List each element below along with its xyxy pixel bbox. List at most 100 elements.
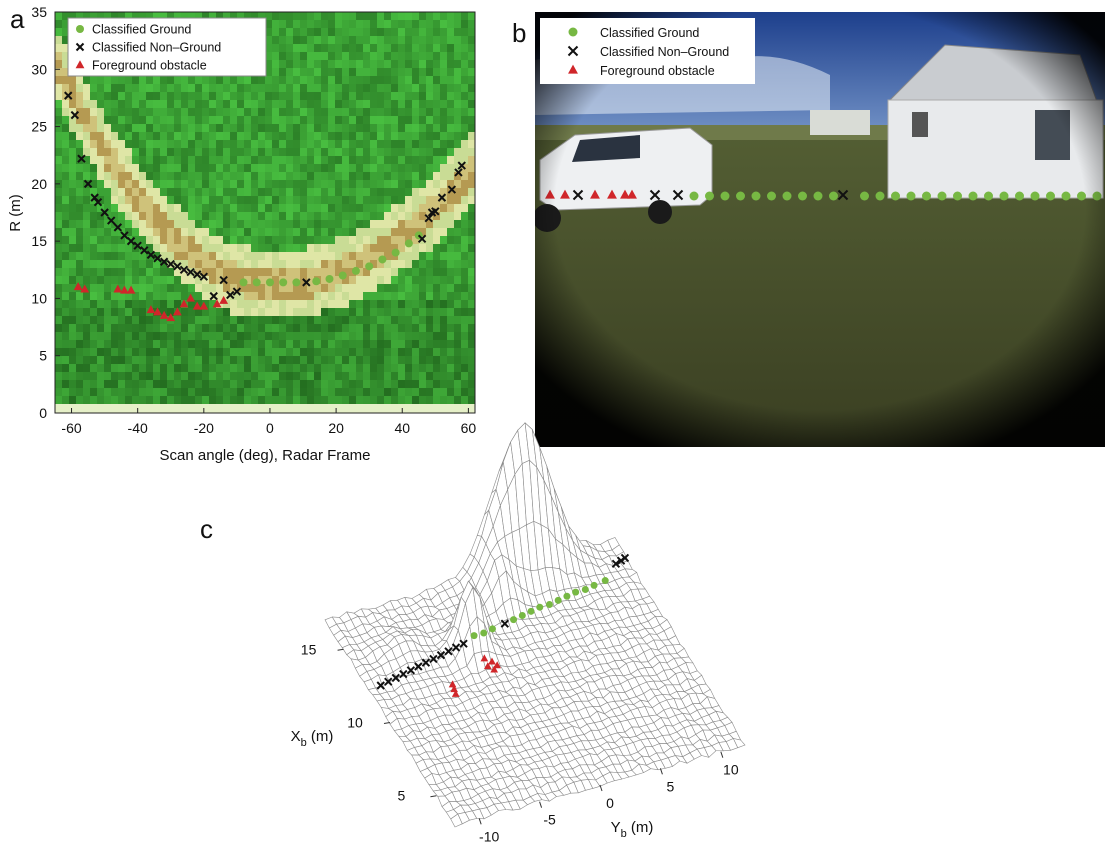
heat-cell (349, 404, 357, 413)
heat-cell (97, 116, 105, 125)
heat-cell (69, 244, 77, 253)
heat-cell (391, 340, 399, 349)
heat-cell (237, 372, 245, 381)
heat-cell (223, 308, 231, 317)
heat-cell (272, 212, 280, 221)
panel-label: c (200, 514, 213, 544)
heat-cell (440, 324, 448, 333)
heat-cell (398, 380, 406, 389)
heat-cell (111, 196, 119, 205)
heat-cell (461, 212, 469, 221)
heat-cell (167, 172, 175, 181)
heat-cell (272, 308, 280, 317)
heat-cell (223, 124, 231, 133)
heat-cell (363, 348, 371, 357)
heat-cell (300, 212, 308, 221)
heat-cell (300, 92, 308, 101)
heat-cell (76, 348, 84, 357)
heat-cell (279, 172, 287, 181)
heat-cell (104, 252, 112, 261)
heat-cell (377, 404, 385, 413)
heat-cell (125, 252, 133, 261)
heat-cell (321, 228, 329, 237)
heat-cell (377, 268, 385, 277)
heat-cell (447, 252, 455, 261)
heat-cell (174, 180, 182, 189)
heat-cell (321, 140, 329, 149)
heat-cell (447, 268, 455, 277)
heat-cell (370, 60, 378, 69)
heat-cell (356, 332, 364, 341)
heat-cell (440, 20, 448, 29)
heat-cell (286, 332, 294, 341)
heat-cell (174, 372, 182, 381)
heat-cell (230, 340, 238, 349)
heat-cell (153, 348, 161, 357)
heat-cell (83, 260, 91, 269)
heat-cell (104, 356, 112, 365)
heat-cell (328, 252, 336, 261)
heat-cell (433, 380, 441, 389)
heat-cell (433, 172, 441, 181)
heat-cell (279, 108, 287, 117)
heat-cell (468, 84, 476, 93)
heat-cell (265, 380, 273, 389)
heat-cell (349, 52, 357, 61)
heat-cell (412, 276, 420, 285)
heat-cell (209, 372, 217, 381)
heat-cell (328, 204, 336, 213)
heat-cell (97, 164, 105, 173)
heat-cell (153, 140, 161, 149)
heat-cell (398, 44, 406, 53)
heat-cell (391, 28, 399, 37)
heat-cell (272, 204, 280, 213)
heat-cell (160, 164, 168, 173)
heat-cell (97, 252, 105, 261)
heat-cell (195, 356, 203, 365)
heat-cell (356, 36, 364, 45)
heat-cell (76, 164, 84, 173)
heat-cell (286, 28, 294, 37)
heat-cell (412, 268, 420, 277)
heat-cell (202, 284, 210, 293)
heat-cell (454, 252, 462, 261)
heat-cell (125, 388, 133, 397)
heat-cell (97, 324, 105, 333)
heat-cell (62, 332, 70, 341)
heat-cell (328, 84, 336, 93)
heat-cell (391, 212, 399, 221)
heat-cell (251, 92, 259, 101)
heat-cell (433, 52, 441, 61)
heat-cell (286, 276, 294, 285)
heat-cell (468, 380, 476, 389)
heat-cell (286, 44, 294, 53)
heat-cell (104, 108, 112, 117)
heat-cell (55, 60, 63, 69)
heat-cell (356, 116, 364, 125)
heat-cell (167, 348, 175, 357)
heat-cell (188, 364, 196, 373)
heat-cell (216, 364, 224, 373)
heat-cell (251, 228, 259, 237)
heat-cell (405, 284, 413, 293)
heat-cell (125, 300, 133, 309)
heat-cell (258, 404, 266, 413)
heat-cell (202, 292, 210, 301)
heat-cell (251, 204, 259, 213)
heat-cell (104, 300, 112, 309)
heat-cell (279, 404, 287, 413)
heat-cell (272, 60, 280, 69)
heat-cell (111, 332, 119, 341)
heat-cell (153, 356, 161, 365)
point (563, 593, 570, 600)
heat-cell (440, 372, 448, 381)
heat-cell (188, 84, 196, 93)
heat-cell (223, 84, 231, 93)
heat-cell (300, 364, 308, 373)
heat-cell (293, 316, 301, 325)
heat-cell (454, 404, 462, 413)
heat-cell (461, 260, 469, 269)
heat-cell (307, 260, 315, 269)
heat-cell (265, 76, 273, 85)
heat-cell (391, 228, 399, 237)
